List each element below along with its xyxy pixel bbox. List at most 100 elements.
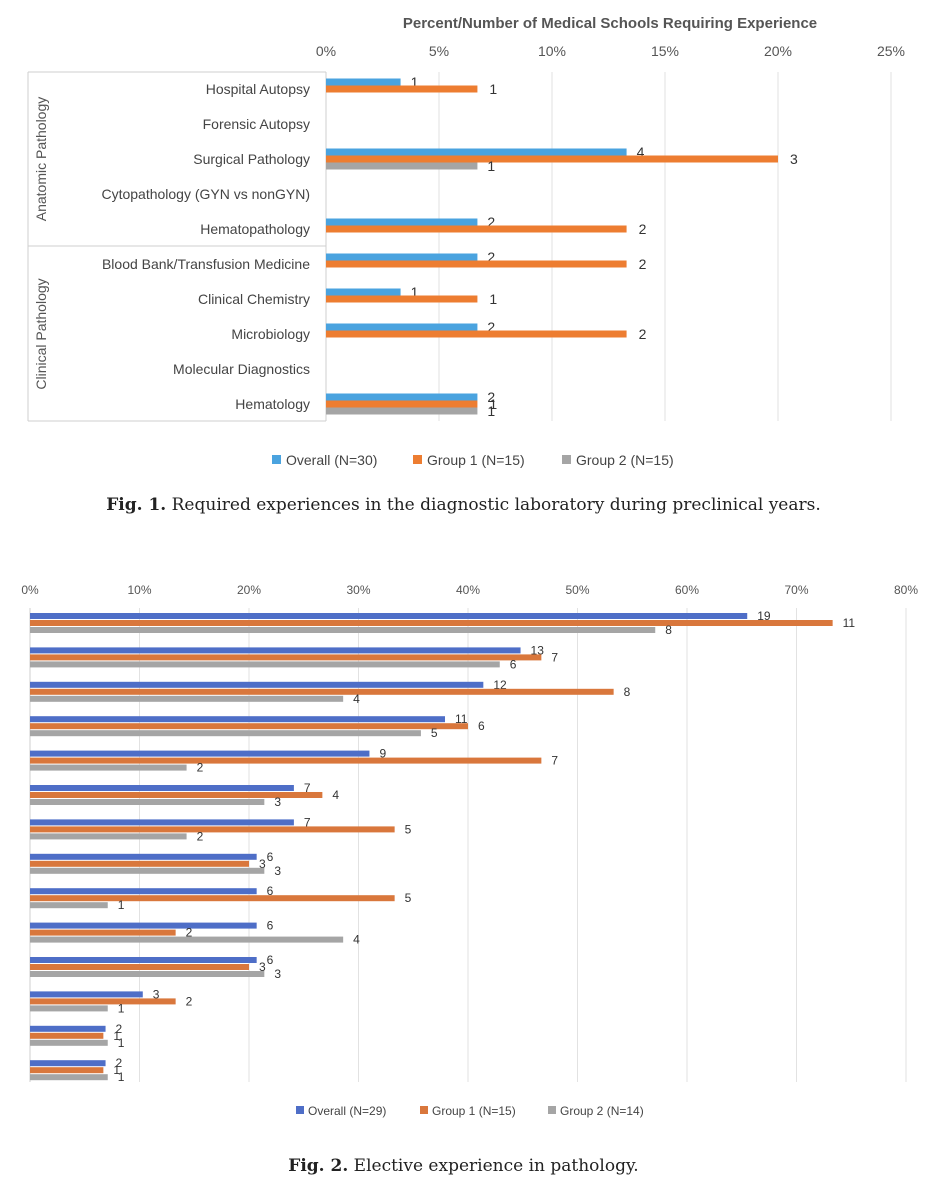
bar (30, 785, 294, 791)
bar (30, 853, 257, 860)
category-label: Hospital Autopsy (206, 81, 310, 97)
data-label: 1 (489, 396, 497, 412)
data-label: 9 (379, 747, 386, 761)
bar (30, 613, 748, 619)
legend-label: Group 2 (N=15) (576, 452, 674, 468)
bar (30, 723, 468, 730)
data-label: 2 (487, 389, 495, 405)
x-tick-label: 30% (346, 583, 370, 597)
figure-2-caption: Fig. 2. Elective experience in pathology… (0, 1156, 927, 1176)
data-label: 11 (843, 616, 856, 630)
bar (326, 78, 401, 86)
bar (30, 860, 249, 867)
bar (30, 819, 294, 826)
category-label: Molecular Diagnostics (173, 361, 310, 377)
bar (30, 627, 656, 633)
data-label: 4 (353, 692, 360, 706)
data-label: 2 (197, 761, 204, 775)
bar (326, 85, 478, 93)
bar (30, 1039, 108, 1046)
data-label: 2 (197, 829, 204, 843)
legend-label: Overall (N=30) (286, 452, 377, 468)
legend-label: Group 1 (N=15) (432, 1104, 516, 1118)
category-label: Surgical Pathology (193, 151, 310, 167)
data-label: 3 (274, 864, 281, 878)
data-label: 1 (489, 81, 497, 97)
x-tick-label: 60% (675, 583, 699, 597)
legend-swatch (548, 1106, 556, 1114)
data-label: 2 (116, 1022, 123, 1036)
data-label: 3 (274, 795, 281, 809)
bar (326, 148, 627, 156)
data-label: 2 (487, 214, 495, 230)
x-tick-label: 70% (784, 583, 808, 597)
data-label: 1 (113, 1063, 120, 1077)
data-label: 2 (186, 926, 193, 940)
data-label: 1 (411, 74, 419, 90)
bar (30, 895, 395, 902)
bar (30, 681, 484, 688)
x-tick-label: 50% (565, 583, 589, 597)
bar (30, 647, 521, 654)
category-label: Blood Bank/Transfusion Medicine (102, 256, 310, 272)
bar (30, 929, 176, 936)
category-label: Forensic Autopsy (203, 116, 310, 132)
bar (30, 750, 370, 757)
category-label: Microbiology (231, 326, 310, 342)
bar (30, 867, 265, 874)
bar (30, 888, 257, 895)
data-label: 12 (493, 678, 507, 692)
legend-swatch (272, 455, 281, 464)
figure-1-chart: Percent/Number of Medical Schools Requir… (27, 15, 905, 468)
data-label: 6 (267, 850, 274, 864)
x-tick-label: 0% (316, 43, 336, 59)
data-label: 3 (259, 960, 266, 974)
data-label: 5 (431, 726, 438, 740)
x-tick-label: 10% (127, 583, 151, 597)
data-label: 3 (790, 151, 798, 167)
bar (30, 826, 395, 833)
data-label: 6 (267, 884, 274, 898)
legend-swatch (420, 1106, 428, 1114)
bar (326, 155, 778, 163)
x-tick-label: 40% (456, 583, 480, 597)
bar (30, 902, 108, 909)
data-label: 1 (489, 291, 497, 307)
legend-swatch (296, 1106, 304, 1114)
data-label: 2 (639, 256, 647, 272)
bar (326, 295, 478, 303)
bar (30, 957, 257, 963)
bar (30, 971, 265, 977)
bar (30, 1025, 106, 1032)
data-label: 2 (487, 249, 495, 265)
bar (326, 330, 627, 338)
data-label: 3 (274, 967, 281, 981)
category-label: Cytopathology (GYN vs nonGYN) (101, 186, 310, 202)
bar (326, 162, 478, 170)
figure-1-caption-label: Fig. 1. (106, 495, 167, 515)
bar (326, 218, 478, 226)
bar (30, 991, 143, 998)
bar (326, 260, 627, 268)
bar (326, 288, 401, 296)
data-label: 4 (353, 933, 360, 947)
data-label: 11 (455, 712, 468, 726)
legend-label: Group 2 (N=14) (560, 1104, 644, 1118)
bar (326, 323, 478, 331)
x-tick-label: 25% (877, 43, 905, 59)
bar (326, 393, 478, 401)
data-label: 1 (118, 1001, 125, 1015)
bar (30, 799, 265, 805)
data-label: 6 (510, 657, 517, 671)
data-label: 1 (118, 898, 125, 912)
data-label: 5 (405, 822, 412, 836)
category-label: Hematopathology (200, 221, 310, 237)
chart-title: Percent/Number of Medical Schools Requir… (403, 15, 817, 32)
data-label: 1 (118, 1070, 125, 1084)
bar (30, 998, 176, 1005)
bar (30, 922, 257, 929)
legend-label: Overall (N=29) (308, 1104, 386, 1118)
data-label: 8 (665, 623, 672, 637)
data-label: 1 (411, 284, 419, 300)
data-label: 2 (116, 1056, 123, 1070)
